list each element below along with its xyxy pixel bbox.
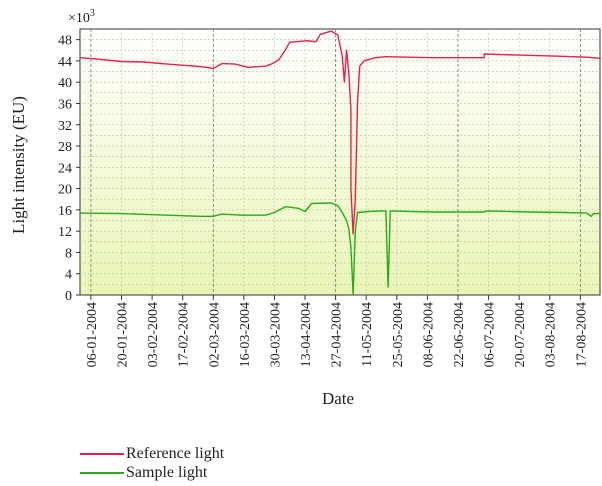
x-tick-label: 16-03-2004: [238, 302, 253, 367]
y-tick-label: 4: [65, 268, 72, 283]
x-tick-label: 03-08-2004: [544, 302, 559, 367]
y-tick-label: 48: [58, 34, 72, 49]
x-axis-label: Date: [322, 389, 354, 408]
x-tick-label: 11-05-2004: [360, 302, 375, 367]
series-line-reference-light: [79, 30, 601, 235]
legend-item-reference: Reference light: [80, 444, 224, 463]
y-tick-label: 36: [58, 97, 72, 112]
x-tick-label: 17-08-2004: [574, 302, 589, 367]
x-tick-label: 06-07-2004: [483, 302, 498, 367]
y-multiplier: ×103: [68, 8, 95, 26]
y-tick-label: 16: [58, 204, 72, 219]
x-tick-label: 30-03-2004: [268, 302, 283, 367]
legend-item-sample: Sample light: [80, 463, 224, 482]
x-tick-label: 25-05-2004: [391, 302, 406, 367]
x-tick-label: 17-02-2004: [177, 302, 192, 367]
x-tick-label: 22-06-2004: [452, 302, 467, 367]
legend-label-sample: Sample light: [126, 464, 208, 481]
legend-label-reference: Reference light: [126, 445, 225, 462]
y-axis-label: Light intensity (EU): [9, 96, 28, 234]
y-tick-label: 12: [58, 225, 72, 240]
x-tick-label: 13-04-2004: [299, 302, 314, 367]
legend-swatch-reference: [80, 452, 124, 455]
plot-background: [79, 28, 601, 296]
series-layer: [79, 30, 601, 295]
x-tick-label: 02-03-2004: [207, 302, 222, 367]
x-tick-label: 06-01-2004: [85, 302, 100, 367]
legend-swatch-sample: [80, 471, 124, 474]
grid: [80, 29, 600, 295]
y-tick-label: 28: [58, 140, 72, 155]
x-tick-label: 27-04-2004: [330, 302, 345, 367]
x-tick-label: 03-02-2004: [146, 302, 161, 367]
y-tick-label: 8: [65, 246, 72, 261]
series-line-sample-light: [79, 202, 600, 295]
legend: Reference light Sample light: [80, 444, 224, 482]
y-tick-label: 0: [65, 289, 72, 304]
y-tick-label: 24: [58, 161, 72, 176]
x-axis: 06-01-2004 20-01-2004 03-02-2004 17-02-2004…: [85, 295, 589, 367]
y-tick-label: 40: [58, 76, 72, 91]
x-tick-label: 20-07-2004: [513, 302, 528, 367]
x-tick-label: 08-06-2004: [421, 302, 436, 367]
y-tick-label: 20: [58, 183, 72, 198]
y-tick-label: 32: [58, 119, 72, 134]
y-tick-label: 44: [58, 55, 72, 70]
x-tick-label: 20-01-2004: [116, 302, 131, 367]
